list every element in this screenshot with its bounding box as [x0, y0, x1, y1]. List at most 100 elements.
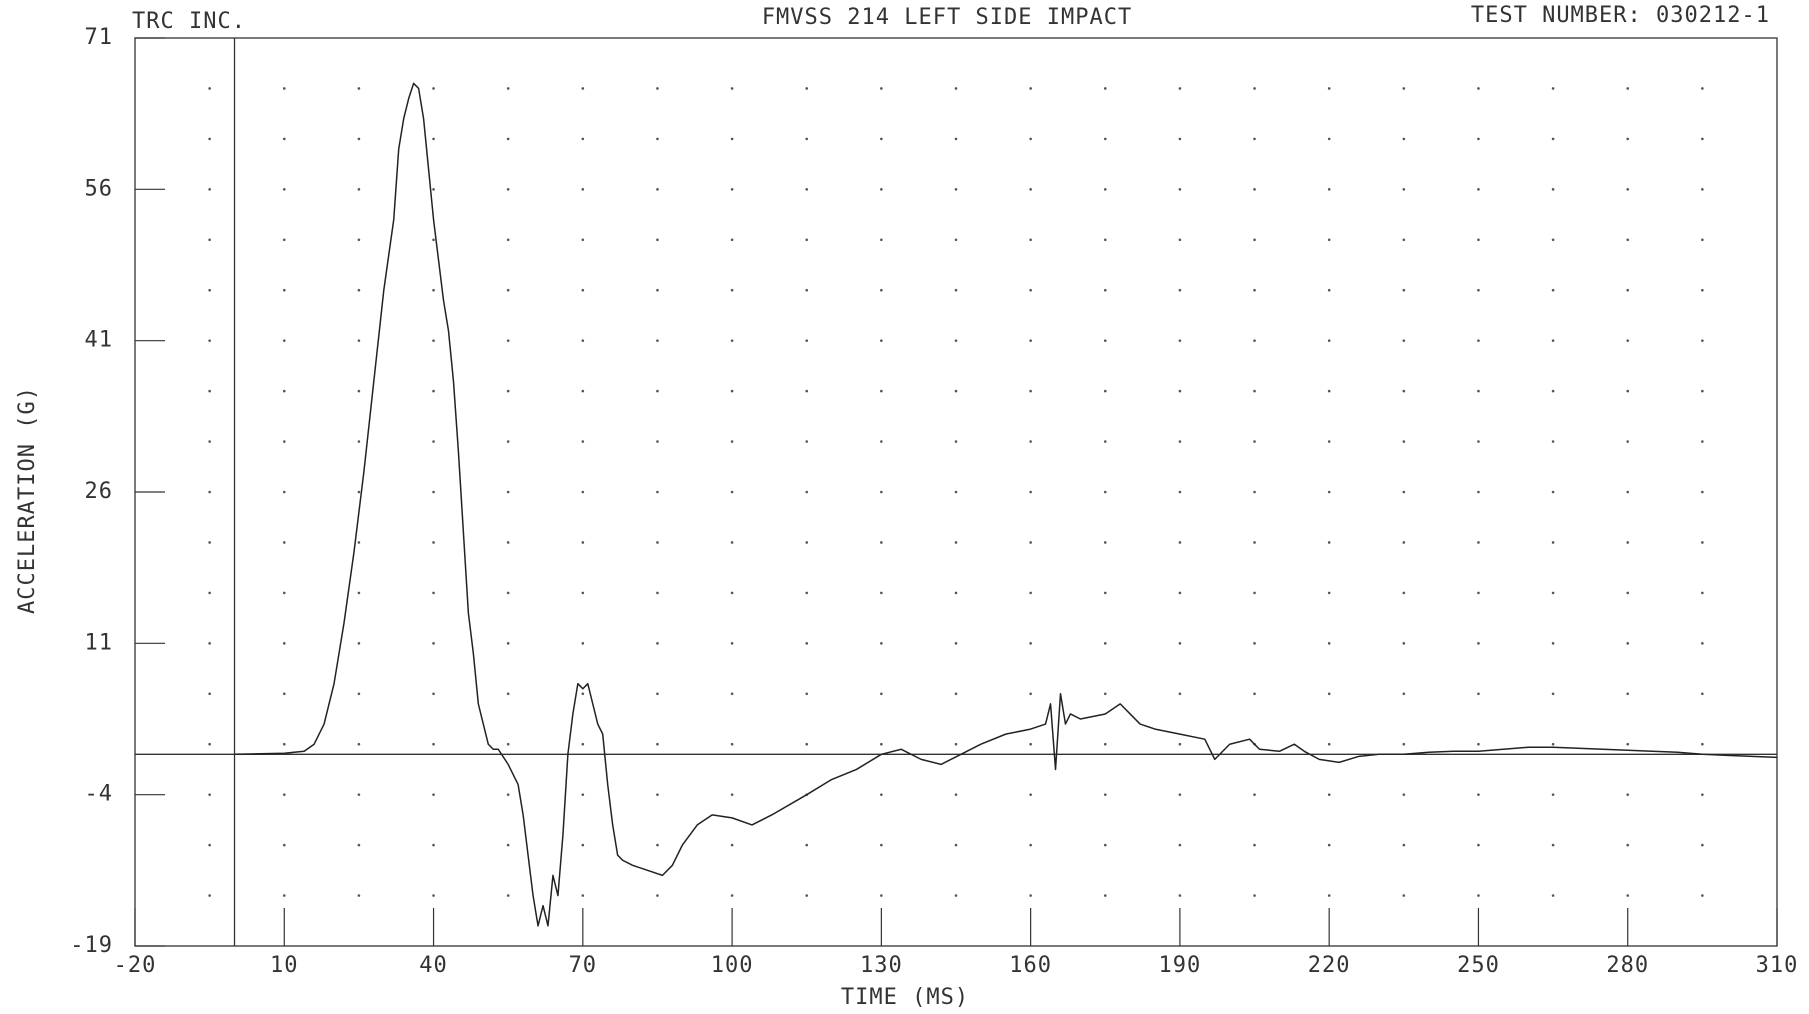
grid-dot [805, 440, 809, 443]
grid-dot [1626, 541, 1630, 544]
grid-dot [1626, 894, 1630, 897]
grid-dot [432, 238, 435, 242]
grid-dot [805, 389, 809, 393]
grid-dot [1178, 894, 1182, 897]
grid-dot [1178, 440, 1182, 443]
grid-dot [1477, 87, 1480, 90]
grid-dot [1701, 389, 1704, 393]
grid-dot [805, 188, 809, 191]
grid-dot [1402, 692, 1406, 696]
grid-dot [1103, 389, 1107, 393]
grid-dot [1626, 843, 1630, 847]
grid-dot [432, 692, 435, 696]
grid-dot [208, 591, 211, 595]
grid-dot [1103, 440, 1107, 443]
grid-dot [282, 188, 286, 191]
grid-dot [730, 188, 734, 191]
grid-dot [1029, 742, 1032, 746]
grid-dot [730, 490, 734, 494]
grid-dot [1327, 288, 1331, 292]
grid-dot [1029, 87, 1032, 90]
grid-dot [954, 642, 958, 645]
grid-dot [1253, 642, 1256, 645]
grid-dot [880, 87, 883, 90]
chart-title: FMVSS 214 LEFT SIDE IMPACT [762, 5, 1132, 30]
grid-dot [1253, 843, 1256, 847]
grid-dot [208, 742, 211, 746]
grid-dot [282, 742, 286, 746]
grid-dot [1551, 238, 1555, 242]
grid-dot [1103, 490, 1107, 494]
grid-dot [730, 742, 734, 746]
grid-dot [282, 339, 286, 342]
grid-dot [1029, 288, 1032, 292]
grid-dot [432, 541, 435, 544]
grid-dot [506, 742, 510, 746]
grid-dot [954, 490, 958, 494]
grid-dot [1402, 742, 1406, 746]
grid-dot [1551, 793, 1555, 796]
grid-dot [581, 894, 585, 897]
grid-dot [282, 288, 286, 292]
grid-dot [1103, 894, 1107, 897]
grid-dot [1253, 591, 1256, 595]
y-tick-label: 71 [85, 25, 114, 50]
trace [234, 82, 1778, 927]
grid-dot [581, 591, 585, 595]
grid-dot [730, 87, 734, 90]
grid-dot [954, 591, 958, 595]
grid-dot [1327, 87, 1331, 90]
grid-dot [432, 591, 435, 595]
grid-dot [282, 87, 286, 90]
grid-dot [1626, 188, 1630, 191]
grid-dot [1402, 642, 1406, 645]
grid-dot [208, 288, 211, 292]
grid-dot [208, 894, 211, 897]
grid-dot [1551, 692, 1555, 696]
y-tick-label: -19 [70, 933, 113, 958]
grid-dot [1551, 894, 1555, 897]
grid-dot [805, 288, 809, 292]
grid-dot [1551, 288, 1555, 292]
grid-dot [954, 288, 958, 292]
grid-dot [1701, 742, 1704, 746]
grid-dot [954, 339, 958, 342]
grid-dot [1103, 288, 1107, 292]
grid-dot [432, 440, 435, 443]
grid-dot [357, 692, 361, 696]
grid-dot [1103, 843, 1107, 847]
grid-dot [357, 591, 361, 595]
grid-dot [805, 137, 809, 141]
grid-dot [1551, 591, 1555, 595]
x-tick-label: 10 [270, 953, 299, 978]
grid-dot [805, 692, 809, 696]
grid-dot [1626, 692, 1630, 696]
grid-dot [954, 541, 958, 544]
grid-dot [1178, 188, 1182, 191]
grid-dot [282, 843, 286, 847]
x-tick-label: -20 [114, 953, 157, 978]
grid-dot [208, 793, 211, 796]
grid-dot [1029, 591, 1032, 595]
grid-dot [1701, 894, 1704, 897]
grid-dot [1178, 692, 1182, 696]
x-tick-label: 310 [1756, 953, 1799, 978]
grid-dot [357, 742, 361, 746]
grid-dot [1477, 742, 1480, 746]
grid-dot [282, 137, 286, 141]
grid-dot [656, 87, 659, 90]
grid-dot [1327, 692, 1331, 696]
grid-dot [1701, 642, 1704, 645]
grid-dot [1402, 238, 1406, 242]
grid-dot [1029, 440, 1032, 443]
grid-dot [1402, 894, 1406, 897]
grid-dot [656, 490, 659, 494]
grid-dot [357, 642, 361, 645]
grid-dot [506, 894, 510, 897]
grid-dot [1701, 440, 1704, 443]
grid-dot [282, 541, 286, 544]
grid-dot [1253, 692, 1256, 696]
grid-dot [1103, 793, 1107, 796]
grid-dot [506, 843, 510, 847]
